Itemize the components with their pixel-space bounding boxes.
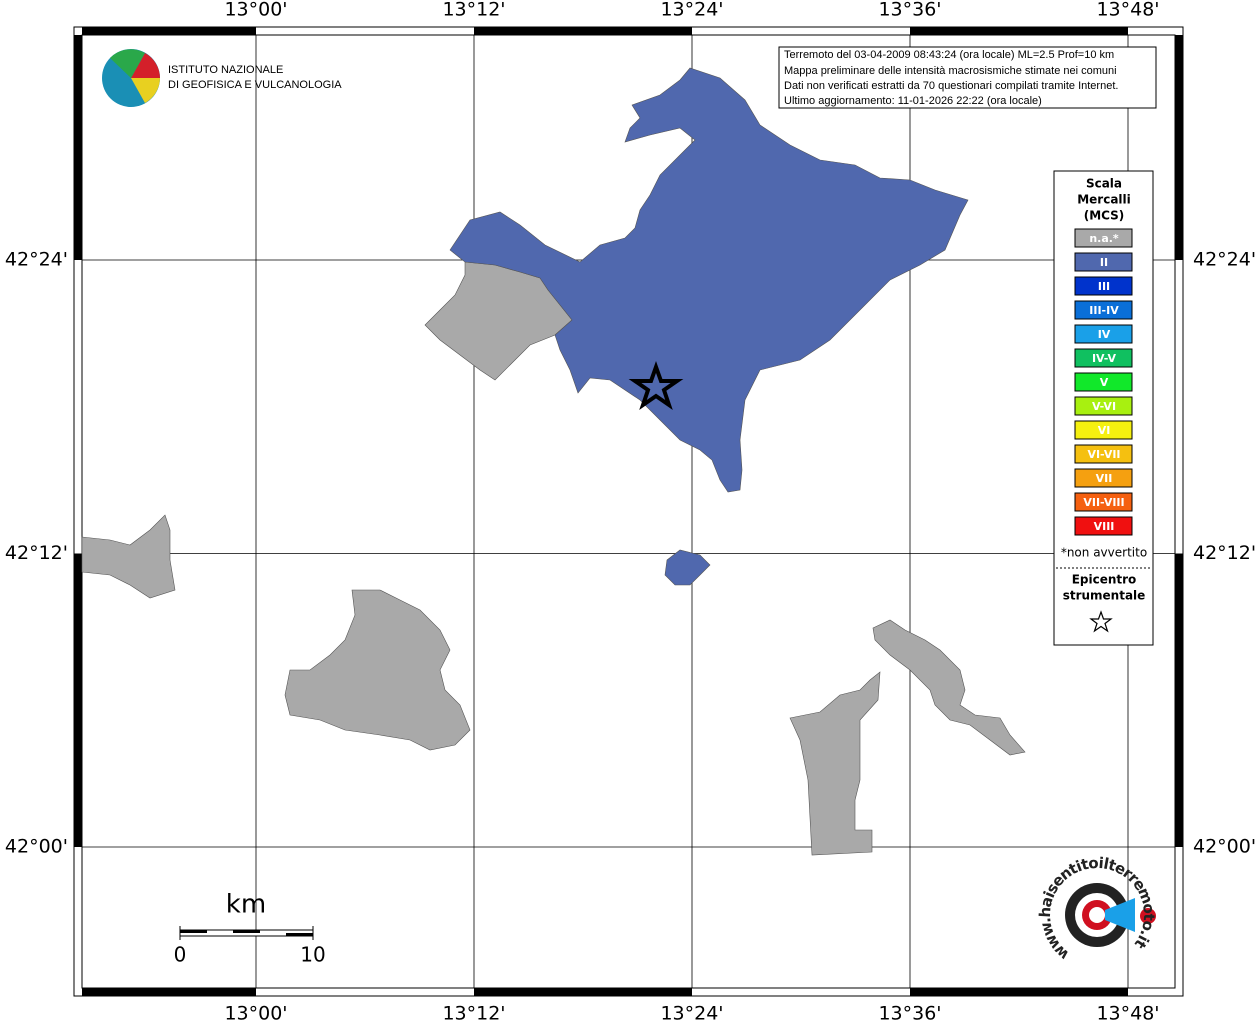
lon-label: 13°24' [660, 0, 723, 21]
legend-label: III-IV [1089, 304, 1119, 317]
legend-swatch [1074, 492, 1133, 512]
scale-unit: km [226, 890, 266, 920]
lat-label: 42°24' [5, 249, 68, 271]
lon-label: 13°00' [224, 0, 287, 21]
legend-label: n.a.* [1089, 232, 1119, 245]
border-bar [74, 553, 82, 847]
legend-label: IV [1098, 328, 1111, 341]
border-bar [1175, 35, 1183, 260]
lon-label: 13°36' [878, 1003, 941, 1025]
legend-swatch [1074, 252, 1133, 272]
lat-label: 42°24' [1193, 249, 1256, 271]
legend-star [1089, 610, 1113, 633]
epicenter-star [628, 361, 684, 411]
legend-label: VIII [1094, 520, 1115, 533]
legend-label: IV-V [1092, 352, 1117, 365]
legend-label: VII-VIII [1083, 496, 1124, 509]
legend-epicenter: strumentale [1063, 589, 1146, 603]
lat-label: 42°12' [1193, 542, 1256, 564]
logo-line: DI GEOFISICA E VULCANOLOGIA [168, 79, 342, 91]
legend-swatch [1074, 468, 1133, 488]
lon-label: 13°24' [660, 1003, 723, 1025]
legend-title: Scala [1086, 177, 1122, 191]
region-na [284, 589, 471, 751]
lon-label: 13°48' [1096, 0, 1159, 21]
lat-label: 42°00' [5, 836, 68, 858]
scale-bar: km 0 10 [174, 890, 326, 967]
lon-label: 13°00' [224, 1003, 287, 1025]
legend-label: V-VI [1092, 400, 1116, 413]
legend-swatch [1074, 444, 1133, 464]
legend-label: VII [1096, 472, 1113, 485]
border-bar [474, 988, 692, 996]
lat-label: 42°12' [5, 542, 68, 564]
legend-label: VI-VII [1087, 448, 1120, 461]
border-bar [474, 27, 692, 35]
lat-label: 42°00' [1193, 836, 1256, 858]
lon-label: 13°12' [442, 1003, 505, 1025]
region-na [81, 514, 176, 599]
info-line: Dati non verificati estratti da 70 quest… [784, 80, 1118, 92]
region-na [872, 619, 1026, 756]
border-bar [1175, 553, 1183, 847]
logo-line: ISTITUTO NAZIONALE [168, 64, 283, 76]
legend-swatch [1074, 324, 1133, 344]
legend-swatch [1074, 276, 1133, 296]
border-bar [910, 27, 1128, 35]
info-line: Mappa preliminare delle intensità macros… [784, 65, 1117, 77]
scale-label: 10 [300, 943, 325, 967]
region-ii [449, 67, 969, 493]
region-na [789, 671, 881, 856]
legend-swatch [1074, 516, 1133, 536]
lon-label: 13°12' [442, 0, 505, 21]
legend: ScalaMercalli(MCS)n.a.*IIIIIIII-IVIVIV-V… [1053, 170, 1154, 646]
legend-label: VI [1098, 424, 1111, 437]
legend-label: V [1100, 376, 1109, 389]
legend-swatch [1074, 420, 1133, 440]
legend-title: (MCS) [1084, 209, 1125, 223]
border-bar [82, 27, 256, 35]
border-bar [910, 988, 1128, 996]
lon-label: 13°36' [878, 0, 941, 21]
legend-swatch [1074, 300, 1133, 320]
legend-note: *non avvertito [1061, 546, 1147, 560]
legend-swatch [1074, 228, 1133, 248]
scale-label: 0 [174, 943, 187, 967]
border-bar [74, 35, 82, 260]
legend-epicenter: Epicentro [1072, 573, 1137, 587]
lon-label: 13°48' [1096, 1003, 1159, 1025]
legend-swatch [1074, 348, 1133, 368]
frame [73, 26, 1184, 997]
legend-label: III [1098, 280, 1110, 293]
legend-title: Mercalli [1077, 193, 1131, 207]
legend-label: II [1100, 256, 1108, 269]
ingv-logo: ISTITUTO NAZIONALE DI GEOFISICA E VULCAN… [102, 49, 342, 107]
regions [81, 67, 1026, 856]
region-ii [664, 549, 711, 586]
info-line: Terremoto del 03-04-2009 08:43:24 (ora l… [784, 49, 1114, 61]
info-box: Terremoto del 03-04-2009 08:43:24 (ora l… [778, 46, 1157, 109]
legend-swatch [1074, 396, 1133, 416]
border-bar [82, 988, 256, 996]
legend-swatch [1074, 372, 1133, 392]
info-line: Ultimo aggiornamento: 11-01-2026 22:22 (… [784, 95, 1042, 107]
